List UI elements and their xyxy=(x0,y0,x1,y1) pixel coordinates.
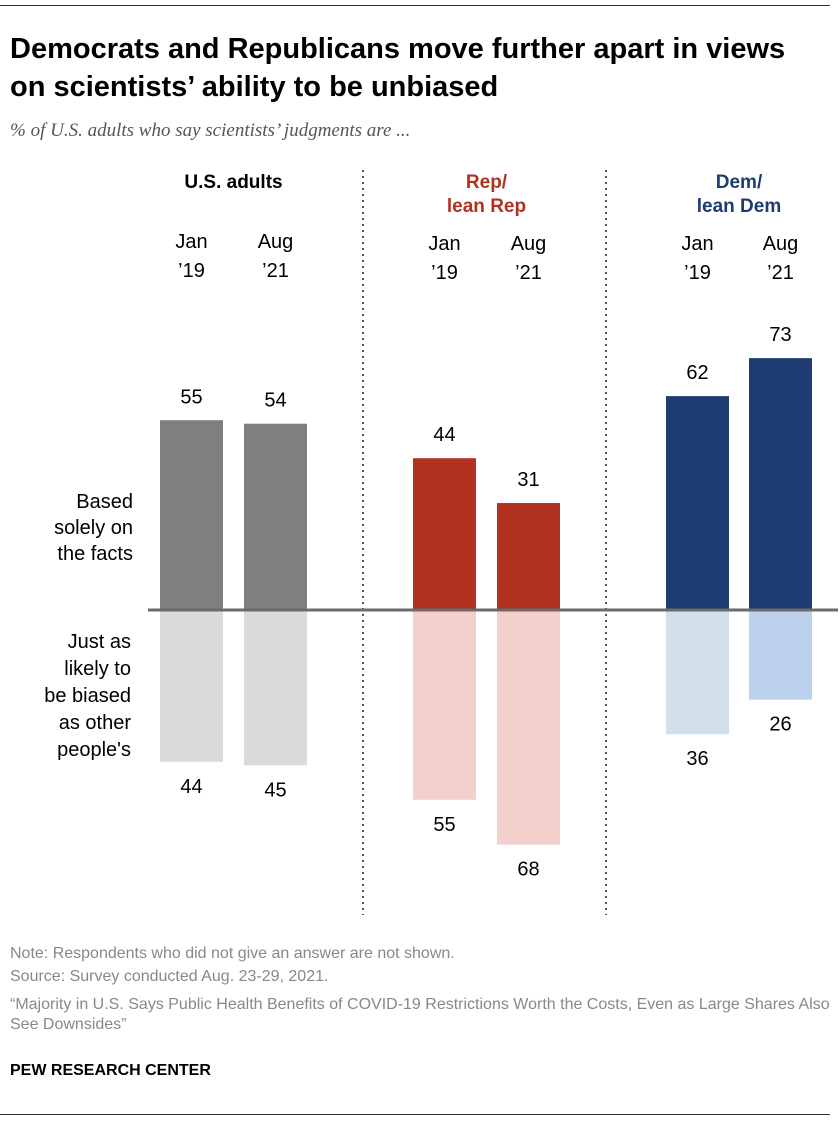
period-label: Aug xyxy=(511,233,547,255)
group-header-2: Rep/ xyxy=(466,172,508,193)
value-label-facts: 44 xyxy=(433,424,455,446)
bar-facts xyxy=(244,423,307,610)
value-label-facts: 55 xyxy=(180,386,202,408)
period-label: ’21 xyxy=(515,262,542,284)
bar-chart: U.S. adults Jan ’19 55 44 Aug ’21 54 45 Rep/lean … xyxy=(44,170,838,915)
value-label-biased: 55 xyxy=(433,814,455,836)
value-label-facts: 31 xyxy=(517,469,539,491)
series-label-biased: likely to xyxy=(64,658,131,680)
pew-logo-text: PEW RESEARCH CENTER xyxy=(10,1062,211,1079)
series-label-facts: Based xyxy=(76,491,133,513)
group-header-3: Dem/ xyxy=(716,172,763,193)
value-label-facts: 62 xyxy=(686,362,708,384)
group-header-1: U.S. adults xyxy=(184,172,282,193)
series-label-biased: Just as xyxy=(68,631,131,653)
period-label: Aug xyxy=(258,231,294,253)
series-label-biased: people's xyxy=(57,739,131,761)
bar-facts xyxy=(413,458,476,610)
source-text: Source: Survey conducted Aug. 23-29, 202… xyxy=(10,968,329,985)
note-text: Note: Respondents who did not give an an… xyxy=(10,945,455,962)
series-label-biased: be biased xyxy=(44,685,131,707)
value-label-facts: 54 xyxy=(264,390,286,412)
report-text: “Majority in U.S. Says Public Health Ben… xyxy=(10,996,830,1033)
value-label-biased: 45 xyxy=(264,779,286,801)
period-label: Jan xyxy=(175,231,207,253)
series-label-biased: as other xyxy=(59,712,132,734)
period-label: ’21 xyxy=(767,262,794,284)
period-label: ’19 xyxy=(178,260,205,282)
chart-subtitle: % of U.S. adults who say scientists’ jud… xyxy=(10,120,411,141)
value-label-biased: 36 xyxy=(686,748,708,770)
bottom-rule xyxy=(0,1114,830,1115)
period-label: Aug xyxy=(763,233,799,255)
chart-title: Democrats and Republicans move further a… xyxy=(10,33,786,103)
value-label-biased: 26 xyxy=(769,714,791,736)
top-rule xyxy=(0,5,830,6)
bar-biased xyxy=(666,610,729,735)
value-label-biased: 44 xyxy=(180,776,202,798)
bar-biased xyxy=(413,610,476,800)
bar-biased xyxy=(749,610,812,700)
series-label-facts: the facts xyxy=(57,543,133,565)
bar-biased xyxy=(160,610,223,762)
period-label: Jan xyxy=(681,233,713,255)
value-label-biased: 68 xyxy=(517,859,539,881)
bar-facts xyxy=(497,503,560,610)
period-label: ’19 xyxy=(431,262,458,284)
group-header-3: lean Dem xyxy=(697,196,781,217)
period-label: Jan xyxy=(428,233,460,255)
value-label-facts: 73 xyxy=(769,324,791,346)
bar-facts xyxy=(160,420,223,610)
period-label: ’21 xyxy=(262,260,289,282)
period-label: ’19 xyxy=(684,262,711,284)
bar-biased xyxy=(497,610,560,845)
group-header-2: lean Rep xyxy=(447,196,526,217)
bar-facts xyxy=(666,396,729,610)
series-label-facts: solely on xyxy=(54,517,133,539)
bar-facts xyxy=(749,358,812,610)
bar-biased xyxy=(244,610,307,766)
